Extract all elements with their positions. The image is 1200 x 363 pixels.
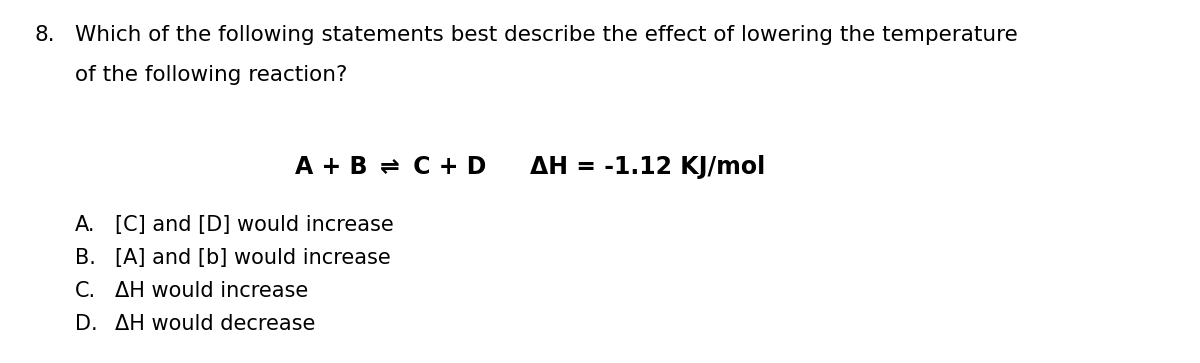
Text: of the following reaction?: of the following reaction? — [74, 65, 347, 85]
Text: B.: B. — [74, 248, 96, 268]
Text: ⇌: ⇌ — [380, 155, 400, 179]
Text: [A] and [b] would increase: [A] and [b] would increase — [115, 248, 391, 268]
Text: A + B: A + B — [295, 155, 376, 179]
Text: [C] and [D] would increase: [C] and [D] would increase — [115, 215, 394, 235]
Text: A.: A. — [74, 215, 96, 235]
Text: 8.: 8. — [35, 25, 55, 45]
Text: C.: C. — [74, 281, 96, 301]
Text: ΔH = -1.12 KJ/mol: ΔH = -1.12 KJ/mol — [530, 155, 766, 179]
Text: D.: D. — [74, 314, 97, 334]
Text: ΔH would increase: ΔH would increase — [115, 281, 308, 301]
Text: Which of the following statements best describe the effect of lowering the tempe: Which of the following statements best d… — [74, 25, 1018, 45]
Text: C + D: C + D — [406, 155, 486, 179]
Text: ΔH would decrease: ΔH would decrease — [115, 314, 316, 334]
